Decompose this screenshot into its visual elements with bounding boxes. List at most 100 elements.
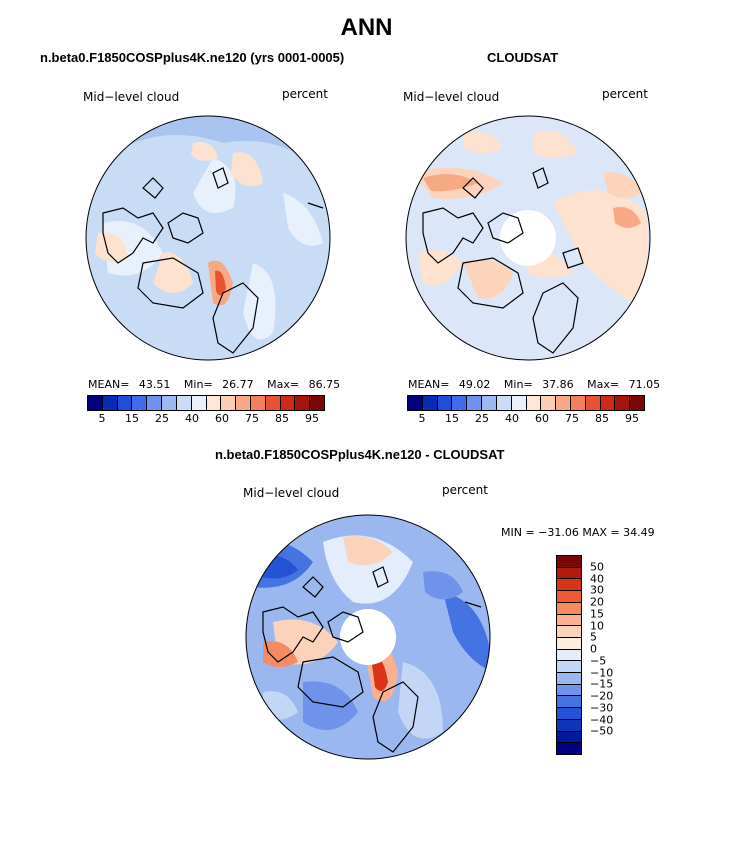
colorbar-swatch [557,696,581,709]
colorbar-tick-label: −10 [590,666,614,680]
model-mean-label: MEAN= [88,378,130,391]
colorbar-swatch [422,396,438,410]
colorbar-swatch [88,396,103,410]
colorbar-swatch [452,396,468,410]
colorbar-tick-label: 5 [418,412,426,425]
model-stats: MEAN= 43.51 Min= 26.77 Max= 86.75 [88,378,340,391]
colorbar-tick-label: 5 [590,630,597,644]
colorbar-tick-label: 20 [590,595,604,609]
colorbar-swatch [221,396,237,410]
colorbar-tick-label: −20 [590,689,614,703]
obs-colorbar-swatches [407,395,645,411]
colorbar-tick-label: −15 [590,677,614,691]
colorbar-tick-label: 15 [445,412,459,425]
model-panel-title: n.beta0.F1850COSPplus4K.ne120 (yrs 0001-… [40,50,345,65]
colorbar-swatch [236,396,251,410]
colorbar-swatch [265,396,281,410]
obs-variable-label: Mid−level cloud [403,90,500,104]
colorbar-swatch [557,649,581,662]
obs-units-label: percent [602,87,648,101]
obs-panel-title: CLOUDSAT [487,50,559,65]
diff-units-label: percent [442,483,488,497]
colorbar-swatch [102,396,118,410]
colorbar-swatch [147,396,163,410]
diff-minmax: MIN = −31.06 MAX = 34.49 [501,526,655,539]
colorbar-swatch [557,579,581,592]
colorbar-swatch [630,396,644,410]
colorbar-swatch [556,396,571,410]
colorbar-swatch [557,743,581,754]
colorbar-swatch [557,626,581,638]
colorbar-swatch [557,614,581,627]
colorbar-swatch [310,396,324,410]
colorbar-tick-label: 95 [305,412,319,425]
colorbar-swatch [467,396,483,410]
obs-min-label: Min= [503,378,533,391]
colorbar-tick-label: 60 [535,412,549,425]
colorbar-tick-label: 75 [245,412,259,425]
diff-colorbar-ticks: 50 40 30 20 15 10 5 0 −5 −10 −15 −20 −30 −40 −50 [590,555,630,755]
colorbar-tick-label: 40 [590,572,604,586]
diff-colorbar [556,555,582,755]
colorbar-tick-label: 60 [215,412,229,425]
colorbar-swatch [557,637,581,650]
colorbar-swatch [557,719,581,732]
model-max-value: 86.75 [308,378,341,391]
colorbar-swatch [557,591,581,603]
colorbar-swatch [176,396,192,410]
obs-polar-map [405,115,651,361]
diff-polar-map [245,514,491,760]
diff-panel-title: n.beta0.F1850COSPplus4K.ne120 - CLOUDSAT [215,447,505,462]
colorbar-swatch [615,396,631,410]
colorbar-swatch [557,731,581,744]
model-colorbar [87,395,325,411]
obs-max-label: Max= [587,378,620,391]
obs-stats: MEAN= 49.02 Min= 37.86 Max= 71.05 [408,378,660,391]
colorbar-tick-label: −30 [590,701,614,715]
model-polar-map [85,115,331,361]
model-mean-value: 43.51 [138,378,171,391]
colorbar-swatch [191,396,207,410]
obs-colorbar [407,395,645,411]
model-colorbar-ticks: 5 15 25 40 60 75 85 95 [87,412,327,426]
colorbar-tick-label: 85 [595,412,609,425]
obs-min-value: 37.86 [542,378,574,391]
colorbar-swatch [295,396,311,410]
obs-mean-value: 49.02 [458,378,491,391]
colorbar-tick-label: 15 [125,412,139,425]
colorbar-swatch [132,396,148,410]
diff-variable-label: Mid−level cloud [243,486,340,500]
colorbar-tick-label: 0 [590,642,597,656]
colorbar-tick-label: −50 [590,724,614,738]
diff-colorbar-swatches [556,555,582,755]
colorbar-swatch [557,567,581,580]
model-variable-label: Mid−level cloud [83,90,180,104]
colorbar-tick-label: 95 [625,412,639,425]
colorbar-swatch [250,396,266,410]
colorbar-swatch [206,396,222,410]
colorbar-tick-label: 25 [475,412,489,425]
colorbar-tick-label: 40 [505,412,519,425]
colorbar-swatch [117,396,133,410]
model-colorbar-swatches [87,395,325,411]
colorbar-tick-label: −40 [590,713,614,727]
figure-title: ANN [340,14,393,41]
colorbar-swatch [557,556,581,568]
colorbar-swatch [557,673,581,685]
colorbar-swatch [557,708,581,720]
colorbar-tick-label: −5 [590,654,607,668]
colorbar-swatch [511,396,527,410]
model-min-label: Min= [183,378,213,391]
colorbar-tick-label: 50 [590,560,604,574]
colorbar-tick-label: 75 [565,412,579,425]
colorbar-tick-label: 5 [98,412,106,425]
colorbar-swatch [570,396,586,410]
colorbar-swatch [600,396,616,410]
colorbar-swatch [557,661,581,674]
model-max-label: Max= [267,378,300,391]
colorbar-swatch [482,396,497,410]
colorbar-tick-label: 30 [590,583,604,597]
colorbar-swatch [557,684,581,697]
obs-colorbar-ticks: 5 15 25 40 60 75 85 95 [407,412,647,426]
colorbar-swatch [585,396,601,410]
